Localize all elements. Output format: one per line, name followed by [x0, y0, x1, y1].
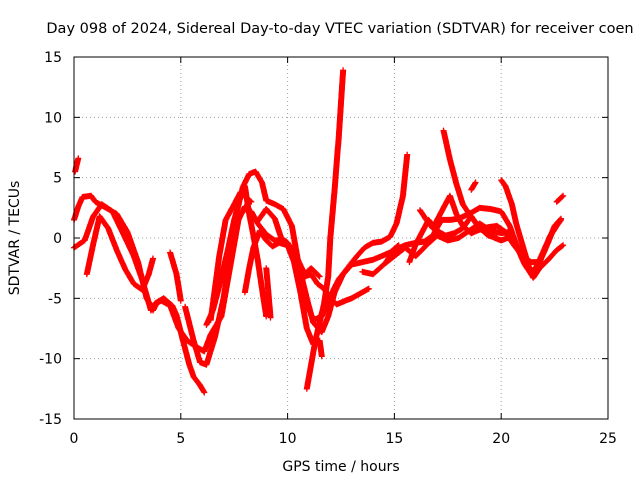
y-tick-label: -15 [39, 412, 62, 428]
data-points [71, 67, 567, 396]
series-track-8 [207, 189, 255, 324]
series-track-19 [468, 179, 479, 193]
series-track-9 [241, 227, 325, 360]
series-track-13 [301, 151, 411, 324]
x-tick-label: 15 [385, 431, 403, 447]
x-axis-label: GPS time / hours [282, 459, 399, 475]
x-tick-label: 10 [279, 431, 297, 447]
x-tick-label: 20 [492, 431, 510, 447]
series-track-21 [553, 192, 567, 205]
series-track-18 [440, 127, 511, 244]
y-tick-label: 5 [53, 171, 62, 187]
chart-title: Day 098 of 2024, Sidereal Day-to-day VTE… [46, 21, 633, 37]
y-tick-label: 0 [53, 231, 62, 247]
series-track-20 [498, 177, 564, 275]
y-axis-label: SDTVAR / TECUs [7, 181, 23, 296]
series-track-4 [83, 213, 156, 293]
y-tick-label: -5 [48, 291, 62, 307]
series-track-3 [71, 201, 323, 355]
series-track-1 [72, 155, 82, 175]
x-tick-label: 25 [599, 431, 617, 447]
series-track-11 [263, 265, 274, 321]
y-tick-label: -10 [39, 352, 62, 368]
x-tick-label: 0 [70, 431, 79, 447]
ticks: 0 5 10 15 20 25 -15 -10 -5 0 5 10 15 [39, 50, 617, 447]
x-tick-label: 5 [176, 431, 185, 447]
y-tick-label: 10 [44, 110, 62, 126]
y-tick-label: 15 [44, 50, 62, 66]
series-track-5 [167, 249, 184, 304]
